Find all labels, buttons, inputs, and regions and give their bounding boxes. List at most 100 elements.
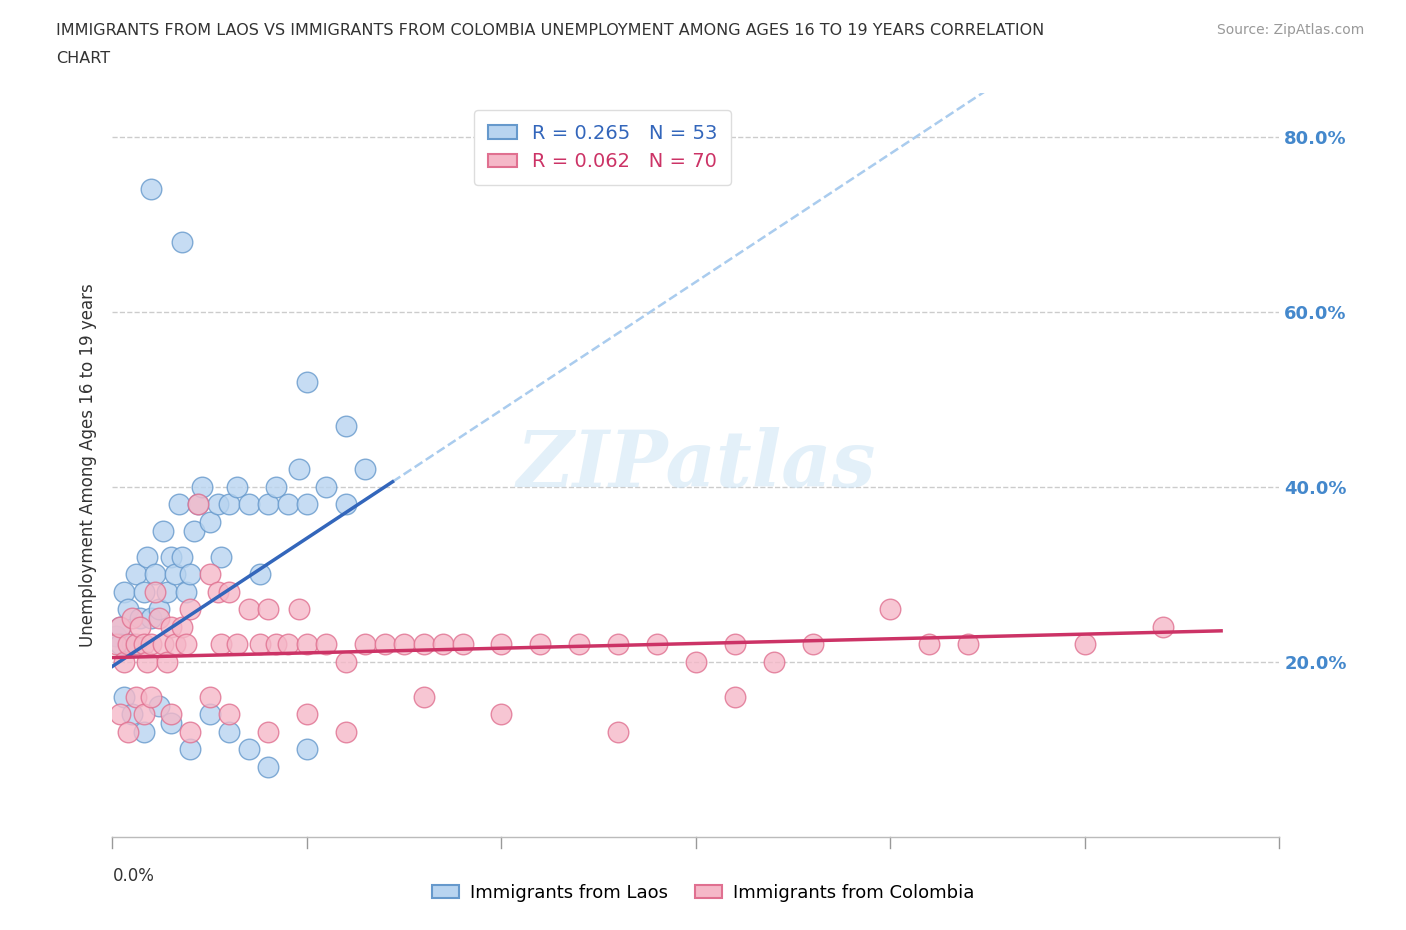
Text: IMMIGRANTS FROM LAOS VS IMMIGRANTS FROM COLOMBIA UNEMPLOYMENT AMONG AGES 16 TO 1: IMMIGRANTS FROM LAOS VS IMMIGRANTS FROM … [56,23,1045,38]
Point [160,550,183,565]
Point [685,655,707,670]
Point [335,418,357,433]
Point [125,689,148,704]
Point [110,619,132,634]
Point [141,611,163,626]
Point [218,584,240,599]
Legend: Immigrants from Laos, Immigrants from Colombia: Immigrants from Laos, Immigrants from Co… [425,877,981,909]
Point [335,497,357,512]
Point [132,584,155,599]
Point [172,550,194,565]
Point [152,524,174,538]
Point [148,611,170,626]
Text: CHART: CHART [56,51,110,66]
Text: Source: ZipAtlas.com: Source: ZipAtlas.com [1216,23,1364,37]
Point [110,707,132,722]
Point [121,707,143,722]
Point [128,619,150,634]
Point [179,567,201,582]
Point [179,724,201,739]
Point [724,637,747,652]
Point [125,637,148,652]
Point [163,567,186,582]
Point [276,637,298,652]
Point [136,655,159,670]
Point [264,637,287,652]
Text: ZIPatlas: ZIPatlas [516,427,876,503]
Point [295,637,318,652]
Point [645,637,668,652]
Point [128,611,150,626]
Point [160,716,183,731]
Point [607,637,630,652]
Point [132,637,155,652]
Point [249,637,271,652]
Point [198,707,221,722]
Point [432,637,454,652]
Point [179,602,201,617]
Point [121,611,143,626]
Point [163,637,186,652]
Point [183,524,205,538]
Point [207,497,229,512]
Point [141,182,163,197]
Point [209,637,232,652]
Point [288,462,311,477]
Point [121,637,143,652]
Point [143,584,166,599]
Point [191,480,214,495]
Point [354,462,377,477]
Point [148,698,170,713]
Point [125,567,148,582]
Point [112,689,135,704]
Point [257,760,280,775]
Point [295,375,318,390]
Legend: R = 0.265   N = 53, R = 0.062   N = 70: R = 0.265 N = 53, R = 0.062 N = 70 [474,110,731,185]
Point [335,724,357,739]
Point [249,567,271,582]
Point [218,497,240,512]
Point [117,724,139,739]
Point [918,637,941,652]
Point [148,602,170,617]
Point [295,742,318,757]
Point [1074,637,1097,652]
Point [218,707,240,722]
Point [209,550,232,565]
Point [172,619,194,634]
Point [295,707,318,722]
Point [187,497,209,512]
Point [354,637,377,652]
Point [374,637,396,652]
Point [607,724,630,739]
Point [801,637,824,652]
Point [176,584,198,599]
Point [143,567,166,582]
Point [315,637,337,652]
Point [160,619,183,634]
Point [167,497,190,512]
Point [879,602,901,617]
Point [257,602,280,617]
Point [112,655,135,670]
Point [152,637,174,652]
Point [226,480,249,495]
Point [288,602,311,617]
Point [295,497,318,512]
Point [957,637,980,652]
Point [198,514,221,529]
Point [762,655,785,670]
Point [132,724,155,739]
Point [187,497,209,512]
Point [392,637,416,652]
Point [238,497,260,512]
Point [412,689,434,704]
Point [568,637,591,652]
Y-axis label: Unemployment Among Ages 16 to 19 years: Unemployment Among Ages 16 to 19 years [79,283,97,647]
Point [176,637,198,652]
Point [412,637,434,652]
Point [156,584,179,599]
Point [315,480,337,495]
Point [110,637,132,652]
Point [132,707,155,722]
